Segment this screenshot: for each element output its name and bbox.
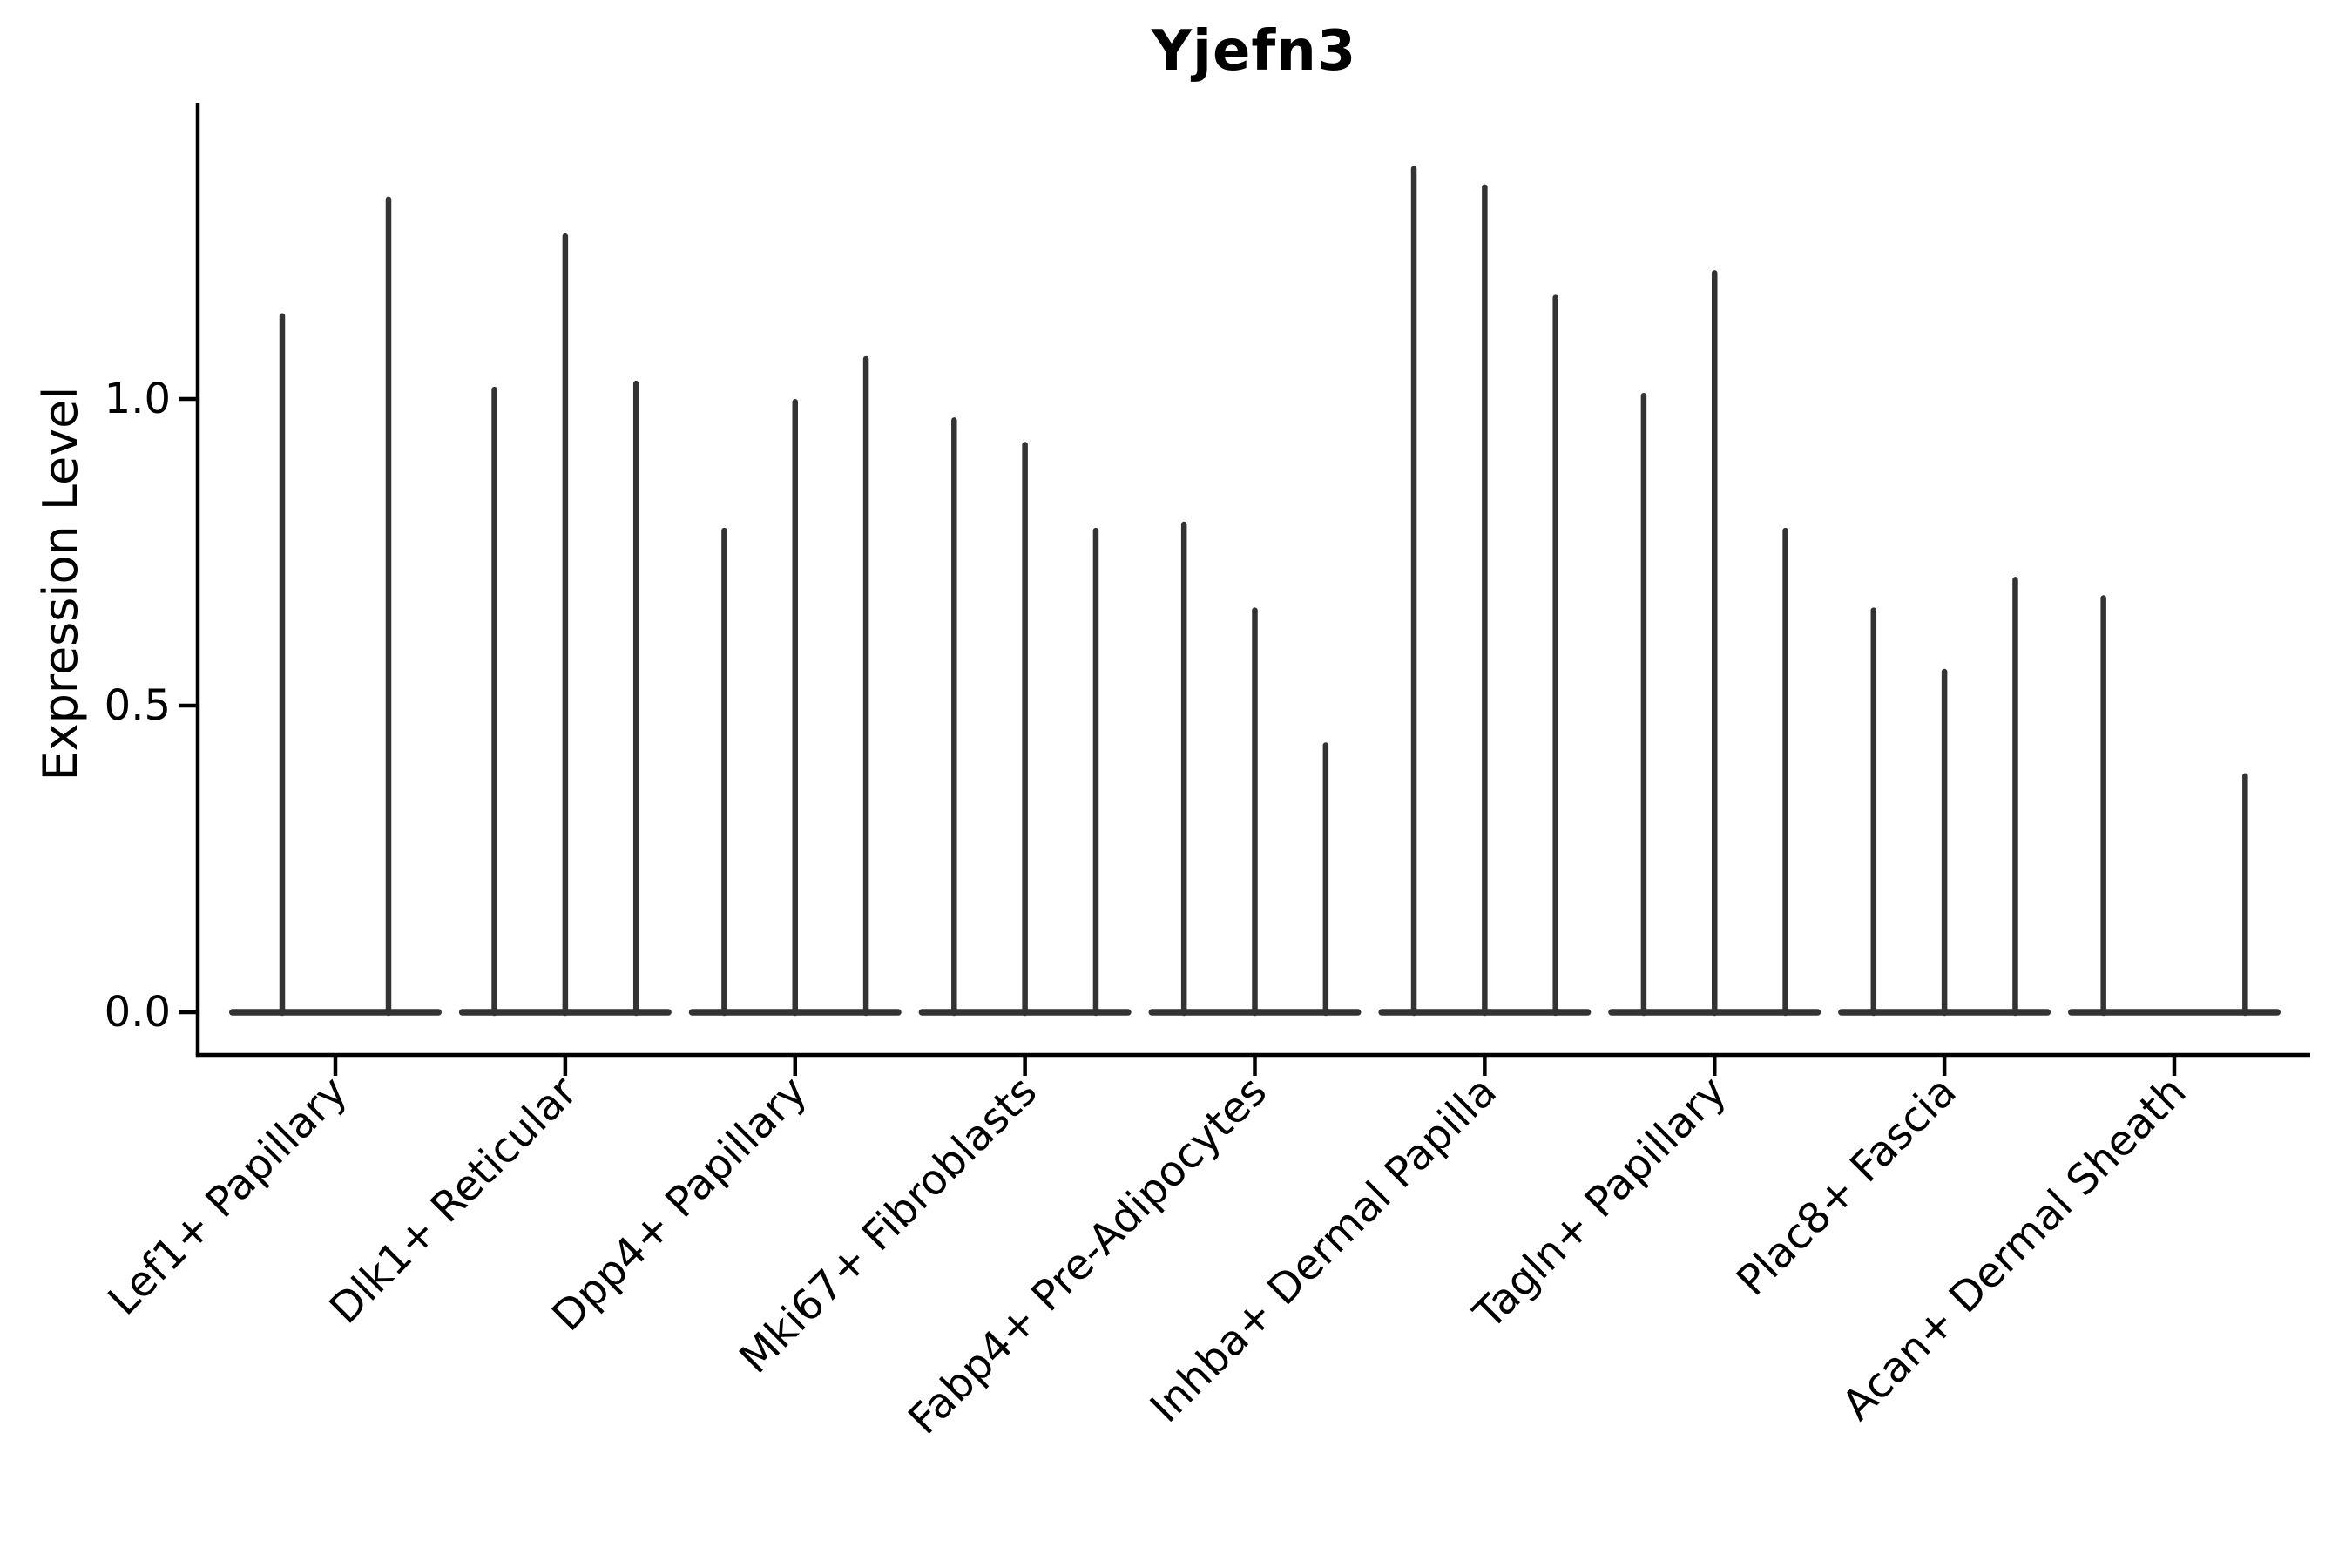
x-tick-label: Lef1+ Papillary bbox=[99, 1067, 357, 1325]
violin-baseline bbox=[229, 1009, 442, 1016]
y-tick-label: 0.0 bbox=[105, 988, 171, 1037]
x-tick-label: Dlk1+ Reticular bbox=[321, 1067, 587, 1334]
x-tick-label: Dpp4+ Papillary bbox=[543, 1067, 816, 1341]
y-tick-label: 0.5 bbox=[105, 681, 171, 730]
y-tick-label: 1.0 bbox=[105, 375, 171, 423]
x-tick-label: Tagln+ Papillary bbox=[1463, 1067, 1735, 1339]
violin-baseline bbox=[2068, 1009, 2281, 1016]
chart-title: Yjefn3 bbox=[1151, 19, 1357, 84]
x-tick-label: Plac8+ Fascia bbox=[1727, 1067, 1966, 1306]
